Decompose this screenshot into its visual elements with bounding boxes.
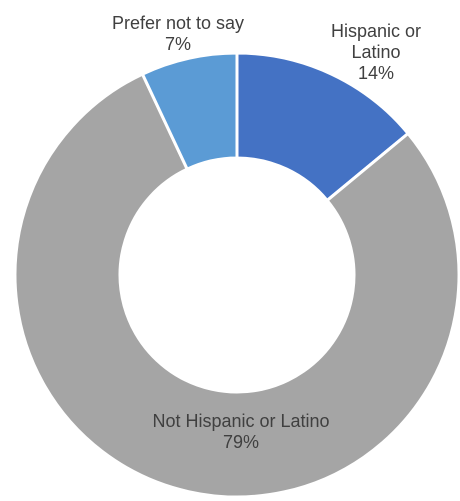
data-label-category-hispanic-or-latino: Hispanic or: [331, 21, 421, 41]
data-label-category-not-hispanic-or-latino: Not Hispanic or Latino: [152, 411, 329, 431]
data-label-percent-not-hispanic-or-latino: 79%: [223, 432, 259, 452]
data-label-percent-hispanic-or-latino: 14%: [358, 63, 394, 83]
data-label-category-prefer-not-to-say: Prefer not to say: [112, 13, 244, 33]
data-label-percent-prefer-not-to-say: 7%: [165, 34, 191, 54]
data-label-category-hispanic-or-latino: Latino: [351, 42, 400, 62]
slice-prefer-not-to-say: [140, 51, 239, 171]
slice-not-hispanic-or-latino: [13, 72, 460, 499]
